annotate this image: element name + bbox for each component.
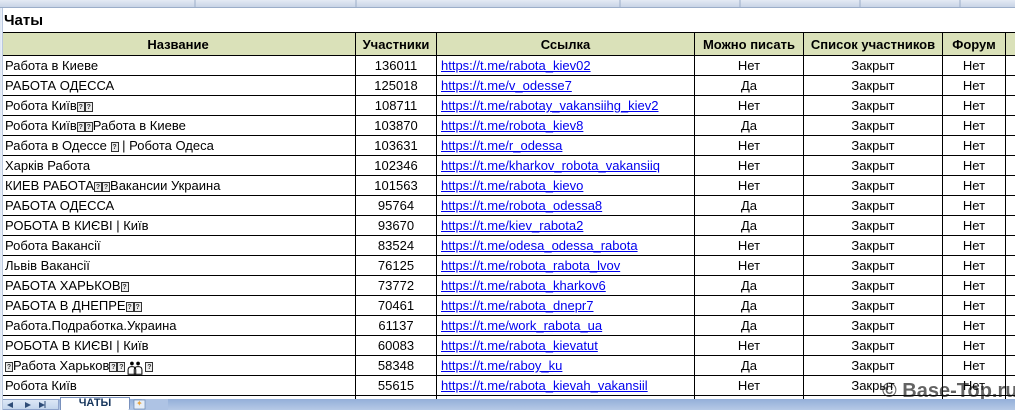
- svg-text:✦: ✦: [136, 399, 143, 408]
